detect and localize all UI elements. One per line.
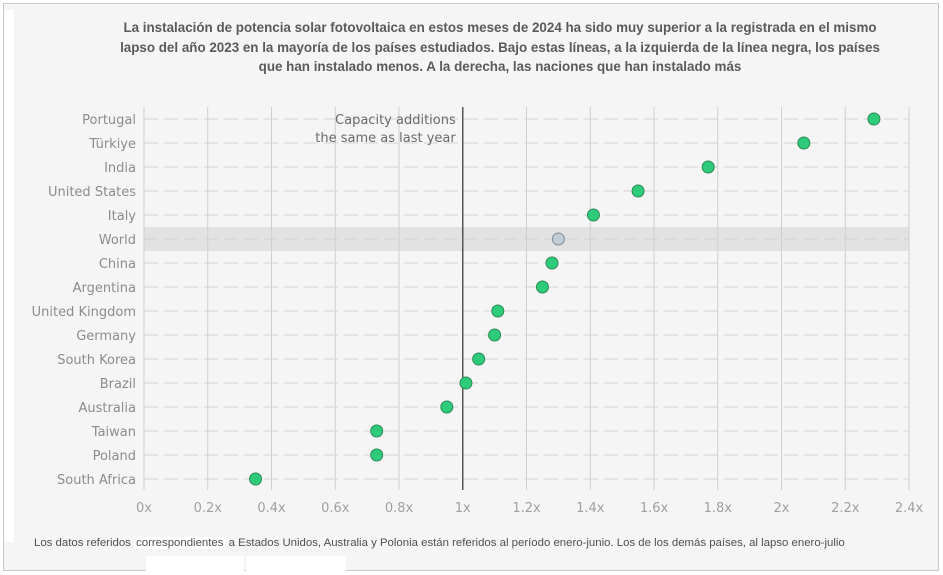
footnote: Los datos referidos correspondientes a E… [34,537,845,549]
x-tick-label: 2x [774,501,790,516]
footnote-part1: Los datos referidos [34,537,131,549]
x-tick-label: 1x [455,501,471,516]
y-tick-label: Türkiye [88,137,136,152]
x-tick-label: 0.4x [257,501,286,516]
white-patch [146,556,244,575]
y-tick-label: Germany [76,329,136,344]
x-tick-label: 0.2x [194,501,223,516]
data-point [370,448,384,462]
data-point [488,328,502,342]
reference-label-line2: the same as last year [315,131,456,146]
data-point [631,184,645,198]
data-point [586,208,600,222]
data-point [545,256,559,270]
x-tick-label: 2.4x [895,501,924,516]
y-tick-label: South Africa [57,473,136,488]
reference-label-line1: Capacity additions [335,113,456,128]
data-point [472,352,486,366]
y-tick-label: South Korea [57,353,136,368]
x-tick-label: 0.8x [385,501,414,516]
y-tick-label: Italy [108,209,137,224]
footnote-part2: a Estados Unidos, Australia y Polonia es… [228,537,845,549]
data-point [249,472,263,486]
y-tick-label: Portugal [82,113,136,128]
data-point [797,136,811,150]
white-patch [246,556,346,575]
data-point [867,112,881,126]
footnote-highlight: correspondientes [134,537,226,549]
x-tick-label: 0x [136,501,152,516]
data-point [701,160,715,174]
data-point [491,304,505,318]
data-point [459,376,473,390]
data-point-highlighted [551,232,565,246]
left-strip [4,10,14,542]
y-tick-label: Australia [78,401,136,416]
data-point [370,424,384,438]
y-tick-label: Taiwan [91,425,136,440]
data-point [440,400,454,414]
y-tick-label: United States [48,185,136,200]
x-tick-label: 1.6x [640,501,669,516]
x-tick-label: 2.2x [831,501,860,516]
y-tick-label: Argentina [73,281,136,296]
x-tick-label: 0.6x [321,501,350,516]
x-tick-label: 1.2x [512,501,541,516]
data-point [535,280,549,294]
chart-title: La instalación de potencia solar fotovol… [120,20,880,74]
x-tick-label: 1.4x [576,501,605,516]
y-tick-label: Brazil [100,377,136,392]
y-tick-label: China [99,257,136,272]
y-tick-label: United Kingdom [32,305,136,320]
x-tick-label: 1.8x [704,501,733,516]
y-tick-label: India [104,161,136,176]
y-tick-label: Poland [93,449,136,464]
y-tick-label: World [99,233,136,248]
